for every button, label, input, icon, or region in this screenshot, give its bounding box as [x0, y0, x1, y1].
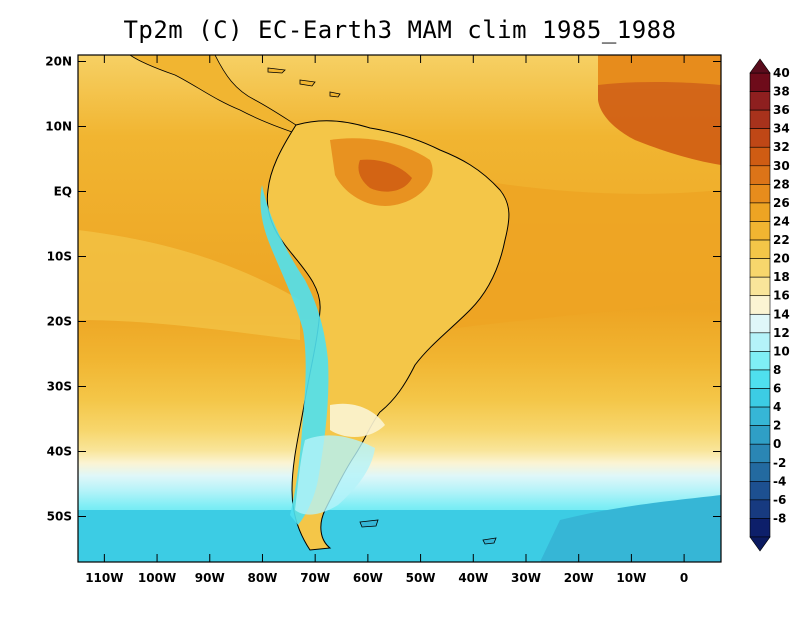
colorbar-segment [749, 221, 771, 241]
lon-label: 80W [247, 571, 277, 585]
pacific-cool-band [78, 230, 300, 340]
lat-label: EQ [54, 185, 72, 199]
colorbar-segment [749, 518, 771, 538]
colorbar-segment [749, 425, 771, 445]
colorbar-label: 36 [773, 103, 790, 117]
colorbar-label: 4 [773, 400, 781, 414]
colorbar-segment [749, 184, 771, 204]
lat-label: 30S [47, 380, 72, 394]
southeast-cold-patch [540, 495, 721, 562]
colorbar-segment [749, 239, 771, 259]
colorbar-segment [749, 165, 771, 185]
lon-label: 20W [564, 571, 594, 585]
lon-label: 100W [138, 571, 176, 585]
colorbar-segment [749, 146, 771, 167]
colorbar-segment [749, 72, 771, 92]
lon-label: 40W [458, 571, 488, 585]
colorbar-segment [749, 351, 771, 371]
colorbar-segment [749, 91, 771, 111]
colorbar-segment [749, 481, 771, 501]
colorbar-label: 34 [773, 122, 790, 136]
colorbar-segment [749, 406, 771, 426]
colorbar-label: 6 [773, 382, 781, 396]
colorbar-segment [749, 295, 771, 315]
lat-label: 20N [45, 55, 72, 69]
colorbar-segment [749, 443, 771, 464]
colorbar-segment [749, 499, 771, 519]
southern-cone-mild [330, 403, 385, 437]
colorbar-label: 20 [773, 252, 790, 266]
lon-label: 0 [680, 571, 688, 585]
colorbar-label: 28 [773, 177, 790, 191]
colorbar-label: -4 [773, 474, 786, 488]
colorbar-label: 22 [773, 233, 790, 247]
colorbar-bottom-arrow [749, 536, 771, 552]
colorbar-label: 30 [773, 159, 790, 173]
lon-label: 10W [616, 571, 646, 585]
colorbar-label: 18 [773, 270, 790, 284]
lat-label: 10S [47, 250, 72, 264]
colorbar-label: 2 [773, 419, 781, 433]
colorbar-segment [749, 109, 771, 129]
temperature-field [78, 55, 721, 562]
colorbar-segment [749, 369, 771, 389]
colorbar-label: 26 [773, 196, 790, 210]
colorbar-label: -2 [773, 456, 786, 470]
south-georgia [482, 537, 497, 545]
colorbar-label: -6 [773, 493, 786, 507]
colorbar-label: 40 [773, 66, 790, 80]
lat-label: 50S [47, 510, 72, 524]
lat-label: 10N [45, 120, 72, 134]
falkland-islands [359, 519, 379, 528]
lat-label: 20S [47, 315, 72, 329]
amazon-hot-core [358, 159, 412, 192]
plot-frame [77, 54, 722, 563]
africa-warm-rim [598, 55, 721, 85]
lon-label: 30W [511, 571, 541, 585]
colorbar-label: 14 [773, 307, 790, 321]
colorbar-labels: 4038363432302826242220181614121086420-2-… [773, 66, 790, 525]
colorbar-label: 0 [773, 437, 781, 451]
colorbar-segment [749, 128, 771, 148]
colorbar-label: -8 [773, 511, 786, 525]
colorbar-label: 10 [773, 344, 790, 358]
colorbar-segment [749, 332, 771, 352]
colorbar-segment [749, 388, 771, 408]
lon-label: 60W [353, 571, 383, 585]
colorbar-segment [749, 313, 771, 334]
axis-ticks [78, 55, 721, 562]
longitude-labels: 110W 100W 90W 80W 70W 60W 50W 40W 30W 20W 10W 0 [85, 571, 688, 585]
lon-label: 110W [85, 571, 123, 585]
lon-label: 50W [406, 571, 436, 585]
central-america [129, 55, 297, 133]
colorbar-label: 12 [773, 326, 790, 340]
colorbar-label: 16 [773, 289, 790, 303]
map-title: Tp2m (C) EC-Earth3 MAM clim 1985_1988 [123, 16, 677, 44]
colorbar-label: 32 [773, 140, 790, 154]
caribbean-islands [267, 67, 341, 98]
lon-label: 90W [195, 571, 225, 585]
colorbar-segment [749, 276, 771, 297]
colorbar-top-arrow [749, 58, 771, 74]
lat-label: 40S [47, 445, 72, 459]
colorbar-segment [749, 202, 771, 222]
colorbar-segment [749, 462, 771, 482]
colorbar-segment [749, 258, 771, 278]
colorbar [749, 58, 771, 552]
latitude-labels: 20N 10N EQ 10S 20S 30S 40S 50S [45, 55, 72, 524]
colorbar-label: 8 [773, 363, 781, 377]
colorbar-label: 38 [773, 85, 790, 99]
colorbar-label: 24 [773, 214, 790, 228]
patagonia-cool [295, 435, 375, 515]
lon-label: 70W [300, 571, 330, 585]
